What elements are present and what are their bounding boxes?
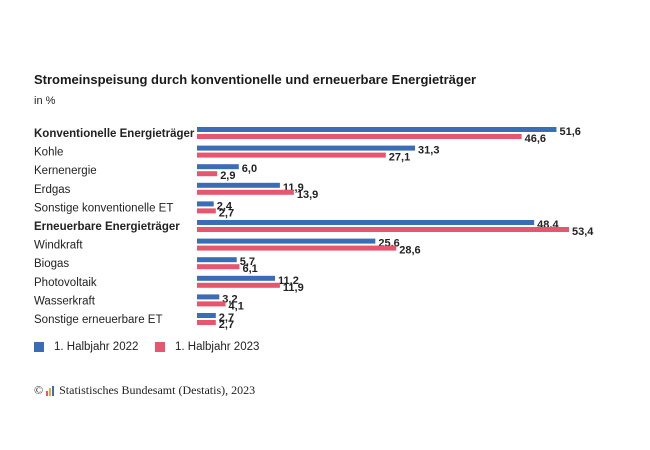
bar-kohle-2023 (197, 152, 386, 158)
value-label-kohle-2022: 31,3 (418, 145, 439, 157)
category-label-kohle: Kohle (34, 147, 63, 159)
legend-swatch-2023 (155, 342, 165, 352)
bar-sonstige-konventionelle-et-2022 (197, 201, 214, 207)
value-label-sonstige-erneuerbare-et-2022: 2,7 (219, 312, 234, 324)
value-label-photovoltaik-2023: 11,9 (283, 282, 304, 294)
category-label-erneuerbare-energietr-ger: Erneuerbare Energieträger (34, 221, 180, 233)
category-label-biogas: Biogas (34, 258, 69, 270)
category-label-sonstige-konventionelle-et: Sonstige konventionelle ET (34, 202, 173, 214)
bar-windkraft-2022 (197, 238, 376, 244)
bar-photovoltaik-2022 (197, 275, 276, 281)
value-label-wasserkraft-2022: 3,2 (222, 293, 237, 305)
bar-sonstige-erneuerbare-et-2022 (197, 313, 216, 318)
value-label-konventionelle-energietr-ger-2022: 51,6 (559, 126, 580, 138)
bar-wasserkraft-2023 (197, 301, 226, 307)
value-label-sonstige-konventionelle-et-2023: 2,7 (219, 207, 234, 219)
bar-chart: Konventionelle Energieträger 51,6 46,6 Kohl… (34, 126, 594, 331)
value-label-sonstige-erneuerbare-et-2023: 2,7 (219, 319, 234, 331)
value-label-erneuerbare-energietr-ger-2023: 53,4 (572, 226, 594, 238)
value-label-biogas-2023: 6,1 (242, 263, 257, 275)
bar-kohle-2022 (197, 145, 416, 151)
value-label-photovoltaik-2022: 11,2 (278, 275, 299, 287)
bar-biogas-2023 (197, 264, 240, 270)
value-label-konventionelle-energietr-ger-2023: 46,6 (525, 133, 546, 145)
bar-kernenergie-2022 (197, 164, 239, 170)
bar-erdgas-2022 (197, 182, 280, 188)
source-text: Statistisches Bundesamt (Destatis), 2023 (59, 383, 256, 397)
category-label-sonstige-erneuerbare-et: Sonstige erneuerbare ET (34, 314, 163, 326)
bar-photovoltaik-2023 (197, 282, 280, 288)
value-label-biogas-2022: 5,7 (240, 256, 255, 268)
bar-konventionelle-energietr-ger-2023 (197, 134, 522, 139)
bar-erdgas-2023 (197, 189, 294, 195)
legend-swatch-2022 (34, 342, 44, 352)
chart-subtitle: in % (34, 95, 56, 107)
bar-biogas-2022 (197, 257, 237, 263)
value-label-kernenergie-2022: 6,0 (242, 163, 257, 175)
legend-label-2023: 1. Halbjahr 2023 (175, 341, 260, 353)
category-label-kernenergie: Kernenergie (34, 165, 97, 177)
bar-kernenergie-2023 (197, 171, 218, 177)
bar-sonstige-erneuerbare-et-2023 (197, 320, 216, 325)
value-label-kernenergie-2023: 2,9 (220, 170, 235, 182)
category-label-windkraft: Windkraft (34, 240, 83, 252)
value-label-kohle-2023: 27,1 (389, 152, 410, 164)
value-label-wasserkraft-2023: 4,1 (229, 300, 244, 312)
source-note: © Statistisches Bundesamt (Destatis), 20… (34, 383, 255, 398)
bar-wasserkraft-2022 (197, 294, 220, 300)
legend-item-2023: 1. Halbjahr 2023 (155, 341, 259, 353)
legend-item-2022: 1. Halbjahr 2022 (34, 341, 138, 353)
chart-title: Stromeinspeisung durch konventionelle un… (34, 72, 477, 87)
bar-konventionelle-energietr-ger-2022 (197, 127, 557, 132)
bar-erneuerbare-energietr-ger-2022 (197, 220, 535, 225)
category-label-photovoltaik: Photovoltaik (34, 277, 97, 289)
category-label-erdgas: Erdgas (34, 184, 71, 196)
value-label-sonstige-konventionelle-et-2022: 2,4 (217, 200, 233, 212)
value-label-windkraft-2023: 28,6 (399, 245, 420, 257)
bar-sonstige-konventionelle-et-2023 (197, 208, 216, 214)
category-label-wasserkraft: Wasserkraft (34, 295, 96, 307)
copyright-symbol: © (34, 383, 44, 397)
bar-erneuerbare-energietr-ger-2023 (197, 227, 569, 232)
category-label-konventionelle-energietr-ger: Konventionelle Energieträger (34, 128, 195, 140)
value-label-erdgas-2023: 13,9 (297, 189, 318, 201)
legend-label-2022: 1. Halbjahr 2022 (54, 341, 139, 353)
bar-windkraft-2023 (197, 245, 397, 251)
destatis-logo-icon (46, 385, 55, 396)
